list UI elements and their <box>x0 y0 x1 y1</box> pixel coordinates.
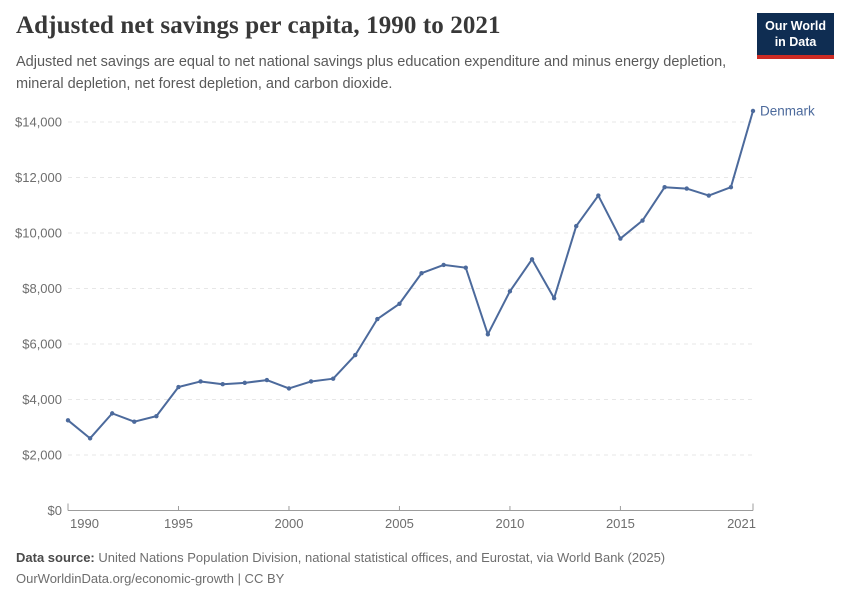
data-point <box>353 352 358 358</box>
data-point <box>640 218 645 223</box>
chart-footer: Data source: United Nations Population D… <box>16 547 665 589</box>
data-point <box>441 262 446 268</box>
x-tick-label: 2021 <box>727 516 756 531</box>
owid-logo: Our World in Data <box>757 13 834 59</box>
x-tick-label: 2010 <box>495 516 524 531</box>
data-point <box>596 193 601 198</box>
data-point <box>65 418 71 423</box>
x-tick-label: 1995 <box>164 516 193 531</box>
x-tick-label: 2015 <box>606 516 635 531</box>
data-point <box>574 223 579 229</box>
data-point <box>308 379 314 384</box>
data-point <box>551 296 557 301</box>
y-tick-label: $8,000 <box>22 281 62 296</box>
data-point <box>242 380 247 386</box>
data-point <box>706 193 712 198</box>
y-tick-label: $0 <box>48 503 62 518</box>
y-tick-label: $10,000 <box>15 226 62 241</box>
series-end-label: Denmark <box>760 103 815 118</box>
owid-logo-line1: Our World <box>765 19 826 33</box>
data-point <box>662 185 667 190</box>
data-point <box>485 332 491 337</box>
data-point <box>330 376 336 381</box>
data-points-denmark <box>65 108 756 441</box>
data-point <box>198 379 203 384</box>
x-tick-label: 2005 <box>385 516 414 531</box>
y-gridlines <box>68 121 753 456</box>
data-line-denmark <box>67 109 754 440</box>
x-ticks: 1990 1995 2000 2005 2010 2015 2021 <box>67 503 756 531</box>
x-tick-label: 2000 <box>275 516 304 531</box>
y-tick-label: $2,000 <box>22 448 62 463</box>
data-point <box>109 411 115 416</box>
data-point <box>154 413 159 419</box>
data-point <box>728 185 734 190</box>
data-point <box>684 186 689 191</box>
y-tick-label: $14,000 <box>15 115 62 130</box>
data-point <box>529 257 535 262</box>
data-source-text: United Nations Population Division, nati… <box>94 550 666 565</box>
data-point <box>397 301 402 306</box>
data-point <box>375 316 380 322</box>
data-source-line: Data source: United Nations Population D… <box>16 547 665 568</box>
y-tick-label: $4,000 <box>22 392 62 407</box>
data-point <box>132 419 137 424</box>
data-point <box>220 382 225 387</box>
x-tick-label: 1990 <box>70 516 99 531</box>
y-tick-label: $6,000 <box>22 337 62 352</box>
data-point <box>618 236 623 241</box>
owid-logo-line2: in Data <box>774 35 817 50</box>
data-point <box>507 289 513 294</box>
data-point <box>286 386 292 391</box>
data-point <box>419 271 424 276</box>
chart-title: Adjusted net savings per capita, 1990 to… <box>16 12 501 39</box>
y-tick-labels: $0 $2,000 $4,000 $6,000 $8,000 $10,000 $12,000… <box>15 115 62 519</box>
data-point <box>750 108 756 114</box>
data-point <box>264 377 270 383</box>
attribution-line: OurWorldinData.org/economic-growth | CC … <box>16 571 285 587</box>
chart-subtitle: Adjusted net savings are equal to net na… <box>16 54 727 92</box>
data-point <box>463 265 468 270</box>
data-source-label: Data source: <box>16 550 95 565</box>
data-point <box>176 384 181 390</box>
data-point <box>87 436 93 441</box>
y-tick-label: $12,000 <box>15 170 62 185</box>
